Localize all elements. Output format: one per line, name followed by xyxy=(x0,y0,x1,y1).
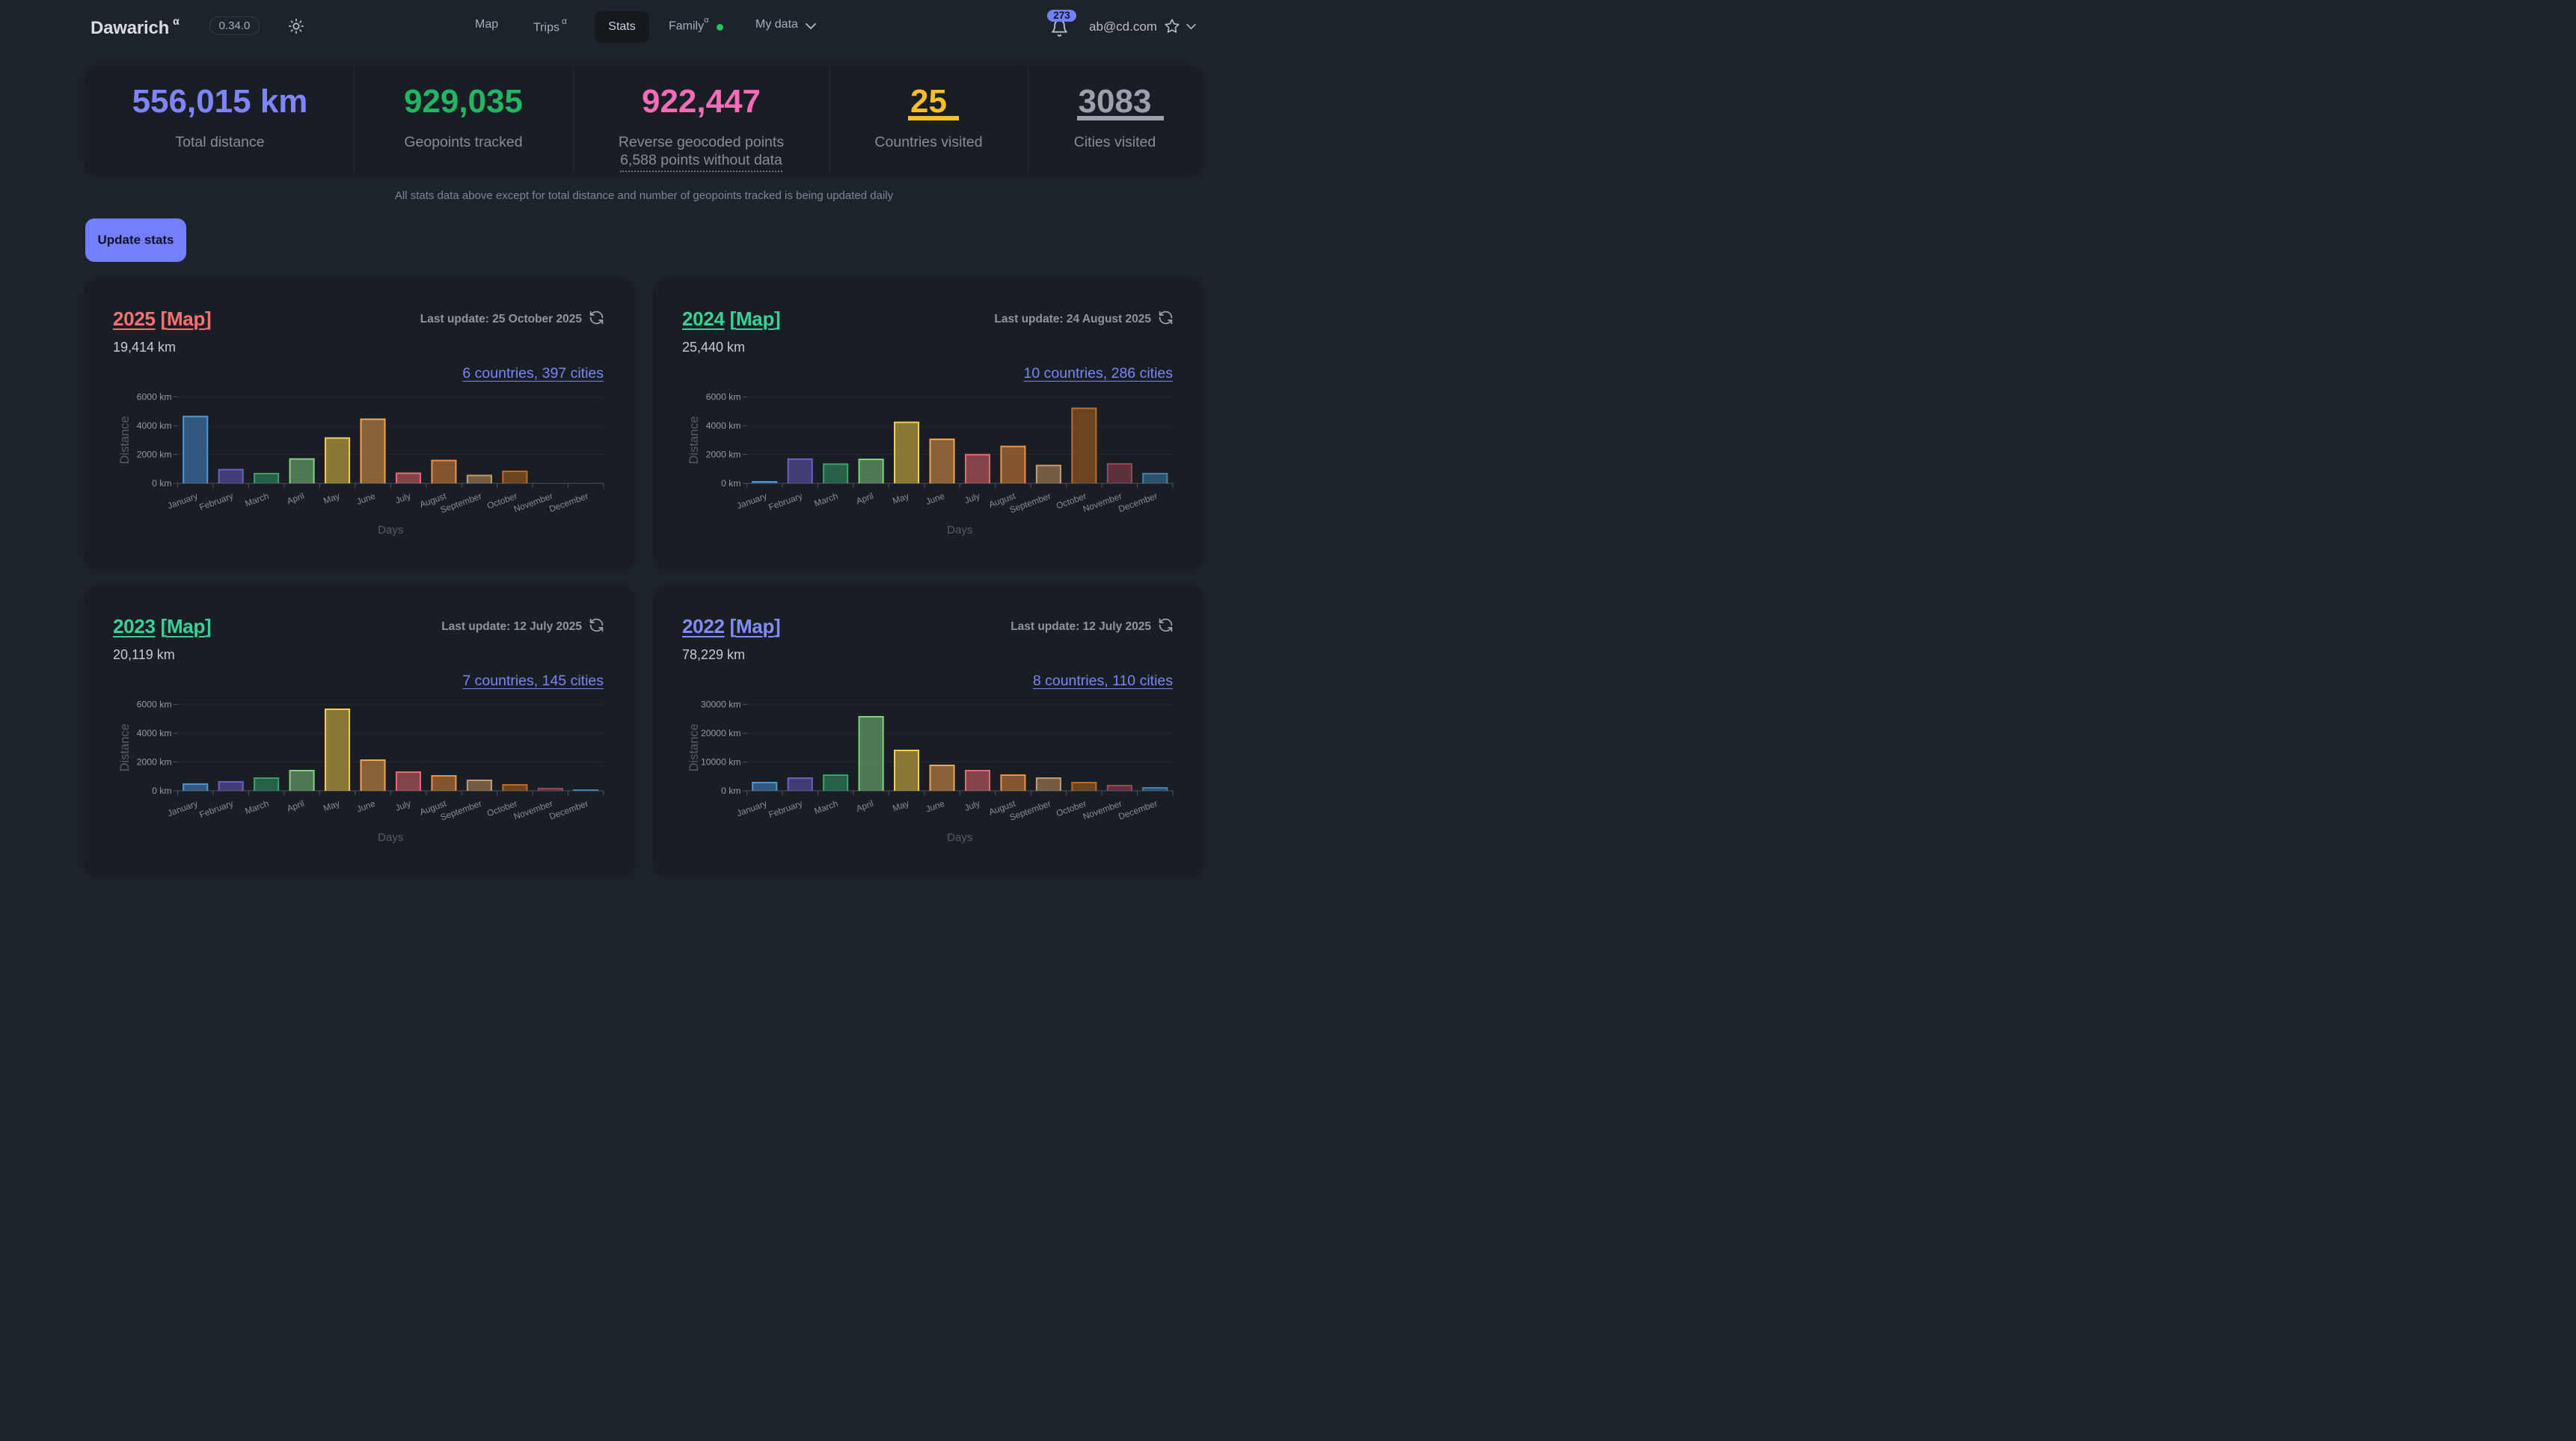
svg-text:September: September xyxy=(1008,491,1052,515)
svg-text:0 km: 0 km xyxy=(721,786,740,796)
svg-text:6000 km: 6000 km xyxy=(137,392,172,403)
svg-text:July: July xyxy=(963,798,981,813)
svg-text:March: March xyxy=(244,491,271,509)
svg-text:June: June xyxy=(355,491,377,507)
svg-text:February: February xyxy=(767,491,804,513)
svg-text:Days: Days xyxy=(947,524,972,536)
svg-text:May: May xyxy=(322,798,341,814)
svg-text:February: February xyxy=(198,491,235,513)
svg-text:Distance: Distance xyxy=(687,723,701,771)
svg-text:4000 km: 4000 km xyxy=(706,420,741,431)
svg-text:2000 km: 2000 km xyxy=(137,450,172,460)
svg-text:2000 km: 2000 km xyxy=(706,450,741,460)
svg-text:December: December xyxy=(1117,798,1159,822)
svg-text:Distance: Distance xyxy=(118,723,132,771)
svg-text:July: July xyxy=(393,491,412,506)
svg-text:July: July xyxy=(393,798,412,813)
svg-text:June: June xyxy=(355,798,377,815)
svg-text:March: March xyxy=(813,491,840,509)
svg-text:30000 km: 30000 km xyxy=(701,700,741,710)
svg-text:September: September xyxy=(439,491,483,515)
svg-text:2000 km: 2000 km xyxy=(137,757,172,768)
svg-text:December: December xyxy=(548,491,589,515)
svg-text:June: June xyxy=(924,798,946,815)
svg-text:0 km: 0 km xyxy=(721,478,740,489)
svg-text:10000 km: 10000 km xyxy=(701,757,741,768)
svg-text:December: December xyxy=(1117,491,1159,515)
svg-text:April: April xyxy=(855,491,875,507)
svg-text:January: January xyxy=(166,491,199,512)
svg-text:June: June xyxy=(924,491,946,507)
svg-text:Days: Days xyxy=(378,831,403,844)
svg-text:20000 km: 20000 km xyxy=(701,728,741,738)
svg-text:February: February xyxy=(767,798,804,820)
svg-text:March: March xyxy=(813,798,840,816)
svg-text:April: April xyxy=(286,798,306,814)
svg-text:4000 km: 4000 km xyxy=(137,420,172,431)
svg-text:May: May xyxy=(891,798,910,814)
svg-text:February: February xyxy=(198,798,235,820)
svg-text:Distance: Distance xyxy=(687,416,701,464)
svg-text:6000 km: 6000 km xyxy=(706,392,741,403)
svg-text:May: May xyxy=(891,491,910,507)
svg-text:January: January xyxy=(735,491,768,512)
svg-text:May: May xyxy=(322,491,341,507)
svg-text:6000 km: 6000 km xyxy=(137,700,172,710)
svg-text:0 km: 0 km xyxy=(152,478,171,489)
svg-text:0 km: 0 km xyxy=(152,786,171,796)
svg-text:November: November xyxy=(1082,491,1123,515)
svg-text:November: November xyxy=(512,491,554,515)
svg-text:September: September xyxy=(439,798,483,823)
svg-text:Days: Days xyxy=(947,831,972,844)
svg-text:December: December xyxy=(548,798,589,822)
svg-text:Distance: Distance xyxy=(118,416,132,464)
svg-text:January: January xyxy=(735,798,768,819)
svg-text:July: July xyxy=(963,491,981,506)
svg-text:March: March xyxy=(244,798,271,816)
svg-text:November: November xyxy=(1082,798,1123,822)
svg-text:April: April xyxy=(286,491,306,507)
svg-text:January: January xyxy=(166,798,199,819)
svg-text:4000 km: 4000 km xyxy=(137,728,172,738)
svg-text:Days: Days xyxy=(378,524,403,536)
svg-text:November: November xyxy=(512,798,554,822)
svg-text:April: April xyxy=(855,798,875,814)
svg-text:September: September xyxy=(1008,798,1052,823)
